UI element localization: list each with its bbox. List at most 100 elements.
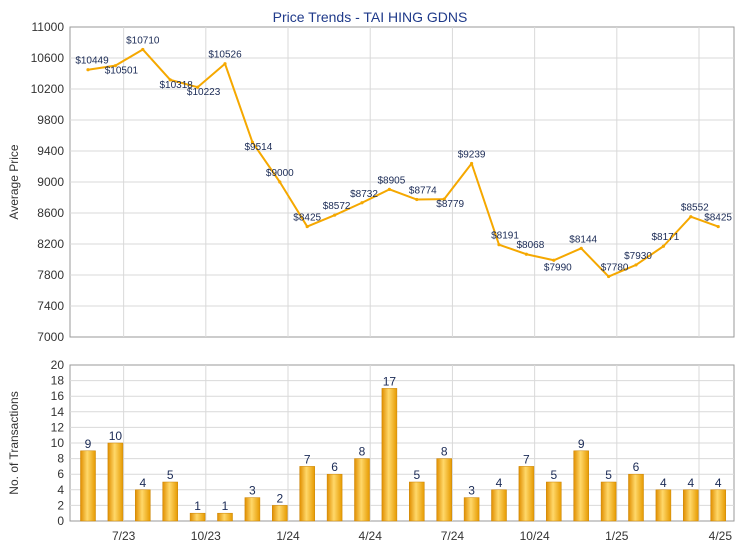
price-series-line — [87, 48, 719, 278]
transactions-bar — [299, 466, 315, 522]
x-tick-label: 7/23 — [112, 529, 136, 543]
price-y-tick-label: 10200 — [31, 82, 65, 96]
transactions-bar-label: 4 — [139, 476, 146, 490]
transactions-bar-label: 8 — [359, 445, 366, 459]
transactions-bar-label: 3 — [468, 484, 475, 498]
price-point — [634, 263, 638, 267]
price-y-tick-label: 7400 — [37, 299, 64, 313]
price-point — [552, 258, 556, 262]
price-data-label: $8732 — [350, 189, 378, 200]
price-point — [661, 244, 666, 248]
price-y-tick-label: 9400 — [37, 144, 64, 158]
price-point — [579, 246, 583, 250]
transactions-y-tick-label: 20 — [51, 358, 65, 372]
transactions-bar — [135, 489, 151, 522]
transactions-bar — [573, 450, 589, 522]
x-tick-label: 7/24 — [441, 529, 465, 543]
transactions-bar — [162, 481, 178, 522]
transactions-bar — [409, 481, 425, 522]
x-tick-label: 1/24 — [276, 529, 300, 543]
transactions-bar — [683, 489, 699, 522]
price-data-label: $8425 — [293, 213, 321, 224]
price-data-label: $8171 — [651, 232, 679, 243]
price-y-tick-label: 8600 — [37, 206, 64, 220]
price-point — [86, 68, 90, 72]
price-point — [196, 85, 200, 89]
price-point — [113, 64, 117, 68]
price-data-label: $10223 — [187, 87, 221, 98]
transactions-bar-label: 8 — [441, 445, 448, 459]
price-point — [497, 243, 501, 247]
price-data-label: $9514 — [244, 142, 272, 153]
price-data-label: $8191 — [491, 231, 519, 242]
transactions-bar — [518, 466, 535, 522]
transactions-bar — [600, 481, 617, 522]
transactions-bar — [628, 473, 644, 522]
price-y-axis-label: Average Price — [7, 144, 21, 219]
transactions-bar — [354, 458, 370, 522]
price-data-label: $8425 — [704, 213, 732, 224]
transactions-bar-label: 5 — [413, 468, 420, 482]
transactions-bar-label: 2 — [276, 491, 283, 505]
price-data-label: $7780 — [601, 263, 629, 274]
transactions-y-tick-label: 16 — [51, 389, 65, 403]
price-point — [168, 78, 172, 82]
chart-title: Price Trends - TAI HING GDNS — [273, 9, 468, 25]
price-y-tick-label: 9800 — [37, 113, 64, 127]
transactions-bar-label: 6 — [633, 460, 640, 474]
transactions-y-tick-label: 6 — [57, 467, 64, 481]
transactions-y-tick-label: 10 — [51, 436, 65, 450]
price-y-tick-label: 7000 — [37, 330, 64, 344]
transactions-bar — [546, 481, 562, 522]
transactions-bar-label: 6 — [331, 460, 338, 474]
price-data-label: $8905 — [377, 175, 405, 186]
price-data-label: $8068 — [516, 240, 544, 251]
price-point — [442, 197, 446, 201]
price-data-label: $8774 — [409, 186, 437, 197]
price-point — [470, 161, 474, 166]
transactions-bar — [326, 473, 343, 522]
transactions-y-tick-label: 12 — [51, 420, 65, 434]
transactions-bar-label: 5 — [167, 468, 174, 482]
price-data-label: $10710 — [126, 35, 160, 46]
transactions-bar — [244, 497, 261, 522]
price-point — [387, 187, 391, 191]
price-data-label: $7930 — [624, 251, 652, 262]
transactions-bar-label: 5 — [605, 468, 612, 482]
price-y-tick-label: 9000 — [37, 175, 64, 189]
transactions-y-tick-label: 8 — [57, 452, 64, 466]
price-point — [689, 215, 693, 219]
transactions-bar-label: 1 — [194, 499, 201, 513]
transactions-bar-label: 9 — [85, 437, 92, 451]
transactions-bar-label: 4 — [715, 476, 722, 490]
transactions-bar — [217, 512, 233, 522]
price-point — [141, 47, 145, 52]
price-y-tick-label: 11000 — [32, 20, 65, 34]
transactions-bar-label: 17 — [383, 374, 397, 388]
transactions-bar — [272, 505, 288, 522]
x-tick-label: 10/24 — [520, 529, 550, 543]
price-data-label: $8779 — [436, 199, 464, 210]
price-y-tick-label: 8200 — [37, 237, 64, 251]
price-data-label: $10449 — [75, 56, 109, 67]
price-point — [223, 62, 227, 66]
price-data-label: $8552 — [681, 203, 709, 214]
transactions-y-axis-label: No. of Transactions — [7, 391, 21, 494]
price-data-label: $8572 — [323, 201, 351, 212]
price-data-label: $10318 — [160, 80, 194, 91]
price-y-tick-label: 7800 — [37, 268, 64, 282]
transactions-bar-label: 4 — [660, 476, 667, 490]
transactions-bar — [189, 512, 206, 522]
transactions-bar-label: 10 — [109, 429, 123, 443]
price-point — [716, 224, 720, 229]
price-data-label: $10526 — [208, 50, 242, 61]
transactions-bar — [436, 458, 452, 522]
transactions-bar-label: 5 — [550, 468, 557, 482]
transactions-y-tick-label: 2 — [57, 498, 64, 512]
price-data-label: $9000 — [266, 168, 294, 179]
price-point — [607, 274, 611, 279]
transactions-bar-label: 3 — [249, 484, 256, 498]
transactions-bar — [491, 489, 507, 522]
transactions-y-tick-label: 14 — [51, 405, 65, 419]
